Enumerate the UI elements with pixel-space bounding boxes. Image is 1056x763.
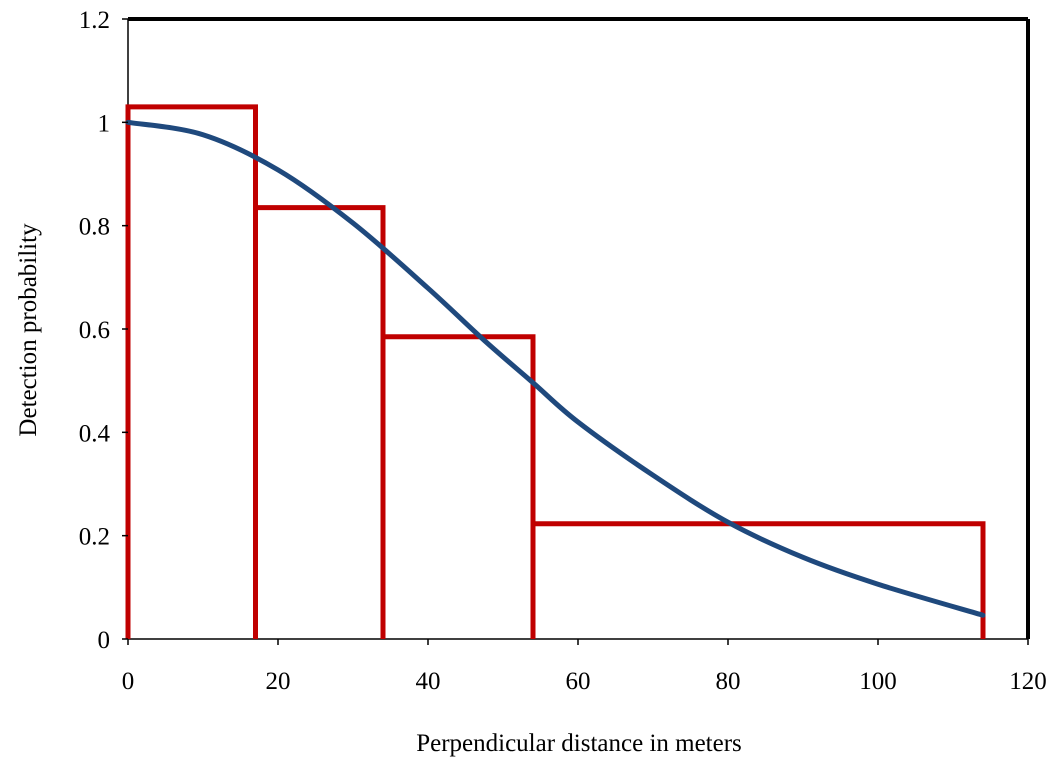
- histogram-bar: [380, 334, 536, 639]
- x-axis-ticks: 0 20 40 60 80 100 120: [122, 639, 1047, 695]
- x-axis-title: Perpendicular distance in meters: [416, 730, 742, 757]
- x-tick-label: 60: [566, 668, 591, 695]
- y-tick-label: 0.2: [79, 524, 110, 551]
- y-tick-label: 0: [98, 627, 111, 654]
- x-tick-label: 40: [416, 668, 441, 695]
- histogram-bar: [125, 104, 258, 639]
- x-tick-label: 120: [1009, 668, 1047, 695]
- y-axis-title: Detection probability: [15, 223, 42, 437]
- y-tick-label: 1: [98, 110, 111, 137]
- detection-curve: [125, 119, 986, 618]
- histogram-bar: [253, 205, 386, 639]
- x-tick-label: 100: [859, 668, 897, 695]
- y-tick-label: 0.4: [79, 420, 111, 447]
- histogram-bar: [530, 521, 986, 639]
- y-axis-ticks: 0 0.2 0.4 0.6 0.8 1 1.2: [79, 7, 128, 654]
- x-tick-label: 0: [122, 668, 135, 695]
- y-tick-label: 1.2: [79, 7, 110, 34]
- plot-area: [127, 17, 1030, 640]
- histogram: [125, 104, 986, 639]
- detection-curve-line: [125, 119, 986, 618]
- y-tick-label: 0.8: [79, 214, 110, 241]
- x-tick-label: 80: [716, 668, 741, 695]
- x-tick-label: 20: [266, 668, 291, 695]
- y-tick-label: 0.6: [79, 317, 110, 344]
